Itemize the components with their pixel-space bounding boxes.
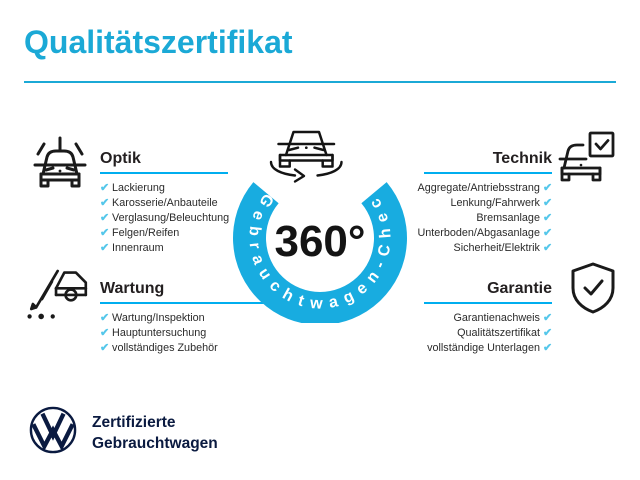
- svg-text:360°: 360°: [274, 217, 365, 266]
